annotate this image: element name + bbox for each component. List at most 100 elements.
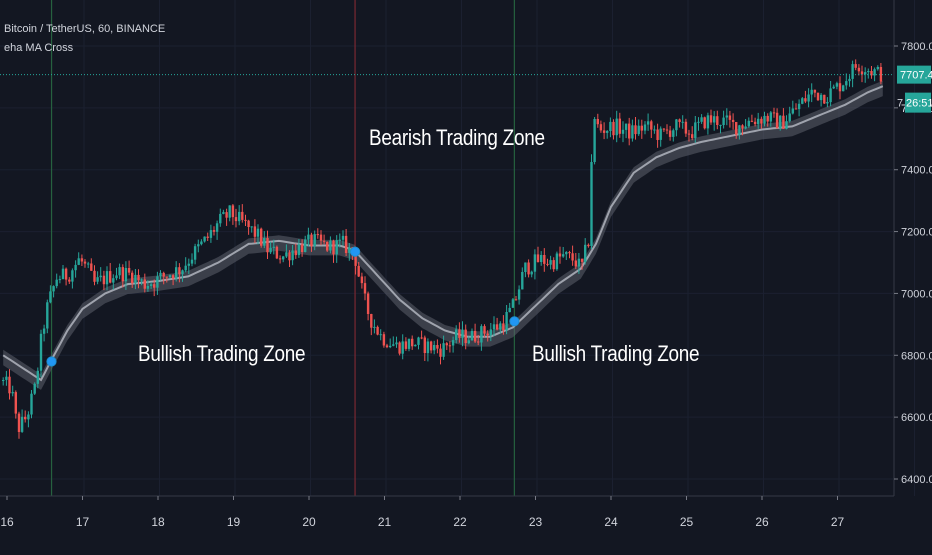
candle-body: [656, 129, 659, 140]
candle-body: [691, 134, 694, 139]
candle-body: [483, 326, 486, 334]
candle-body: [68, 279, 71, 282]
candle-body: [864, 72, 867, 75]
x-tick-label: 19: [227, 515, 241, 529]
candle-body: [433, 345, 436, 351]
candle-body: [175, 267, 178, 279]
candle-body: [162, 272, 165, 277]
candle-body: [495, 324, 499, 330]
candle-body: [171, 275, 175, 279]
y-tick-label: 6600.00: [901, 412, 932, 424]
y-tick-label: 7000.00: [901, 288, 932, 300]
cross-marker-bullish: [46, 356, 57, 367]
candle-body: [735, 122, 738, 135]
candle-body: [565, 252, 568, 255]
candle-body: [829, 88, 832, 103]
candle-body: [134, 274, 137, 284]
axes: 6400.00 6600.00 6800.00 7000.00 7200.00 7400.…: [0, 0, 932, 529]
candle-body: [90, 263, 93, 271]
candle-body: [451, 340, 455, 346]
candle-body: [140, 279, 143, 281]
candle-body: [860, 71, 864, 75]
candle-body: [46, 302, 49, 329]
candle-body: [782, 115, 785, 129]
candle-body: [146, 286, 150, 289]
y-tick-label: 6400.00: [901, 474, 932, 486]
candle-body: [665, 129, 669, 131]
candle-body: [772, 112, 776, 114]
candle-body: [360, 276, 364, 284]
candle-body: [225, 212, 228, 218]
candle-body: [203, 236, 206, 242]
candle-body: [464, 329, 467, 344]
x-tick-label: 20: [302, 515, 316, 529]
candle-body: [857, 67, 861, 72]
candle-body: [533, 254, 537, 272]
candle-body: [278, 258, 282, 260]
candle-body: [835, 83, 839, 87]
candle-body: [137, 274, 140, 281]
candle-body: [244, 219, 247, 221]
candle-body: [5, 376, 8, 380]
x-tick-label: 24: [604, 515, 618, 529]
countdown-badge: [905, 92, 931, 113]
candle-body: [404, 341, 408, 349]
candle-body: [370, 314, 373, 328]
candle-body: [241, 211, 244, 220]
candle-body: [650, 121, 653, 130]
candle-body: [823, 94, 826, 104]
candle-body: [624, 123, 628, 130]
candle-body: [445, 343, 448, 346]
candle-body: [848, 78, 851, 82]
candle-body: [618, 118, 621, 134]
candle-body: [407, 338, 411, 349]
x-tick-label: 26: [755, 515, 769, 529]
candle-body: [212, 230, 216, 232]
candle-body: [653, 129, 656, 131]
candle-body: [344, 235, 348, 253]
candle-body: [816, 92, 820, 101]
y-tick-label: 6800.00: [901, 350, 932, 362]
cross-marker-bullish: [509, 316, 520, 327]
candle-body: [703, 117, 706, 129]
candle-body: [706, 115, 710, 129]
candle-body: [272, 246, 275, 248]
candle-body: [181, 270, 184, 275]
y-tick-label: 7400.00: [901, 165, 932, 177]
last-price-label: 7707.42: [900, 70, 932, 82]
candle-body: [546, 263, 549, 265]
candle-body: [757, 118, 760, 125]
candle-body: [184, 265, 187, 271]
candle-body: [637, 125, 640, 135]
candle-body: [304, 239, 307, 252]
candle-body: [411, 338, 414, 347]
cross-markers: [46, 246, 520, 367]
candle-body: [288, 252, 291, 261]
candle-body: [215, 223, 219, 232]
candle-body: [694, 122, 697, 139]
candle-body: [549, 260, 552, 265]
candle-body: [876, 67, 879, 70]
candle-body: [492, 324, 496, 330]
candle-body: [681, 121, 684, 123]
candle-body: [263, 238, 266, 246]
candle-body: [807, 94, 810, 102]
candle-body: [580, 258, 584, 262]
candle-body: [168, 275, 172, 278]
candle-body: [842, 85, 845, 92]
candle-body: [366, 293, 370, 314]
candle-body: [234, 217, 238, 222]
symbol-title[interactable]: Bitcoin / TetherUS, 60, BINANCE: [4, 23, 166, 35]
candle-body: [499, 323, 502, 330]
candle-body: [27, 414, 30, 420]
candle-body: [467, 340, 470, 344]
candle-body: [275, 246, 279, 259]
candle-body: [310, 234, 313, 247]
candle-body: [819, 94, 823, 101]
candle-body: [741, 125, 744, 129]
indicator-name[interactable]: eha MA Cross: [4, 42, 74, 54]
candle-body: [8, 376, 11, 394]
